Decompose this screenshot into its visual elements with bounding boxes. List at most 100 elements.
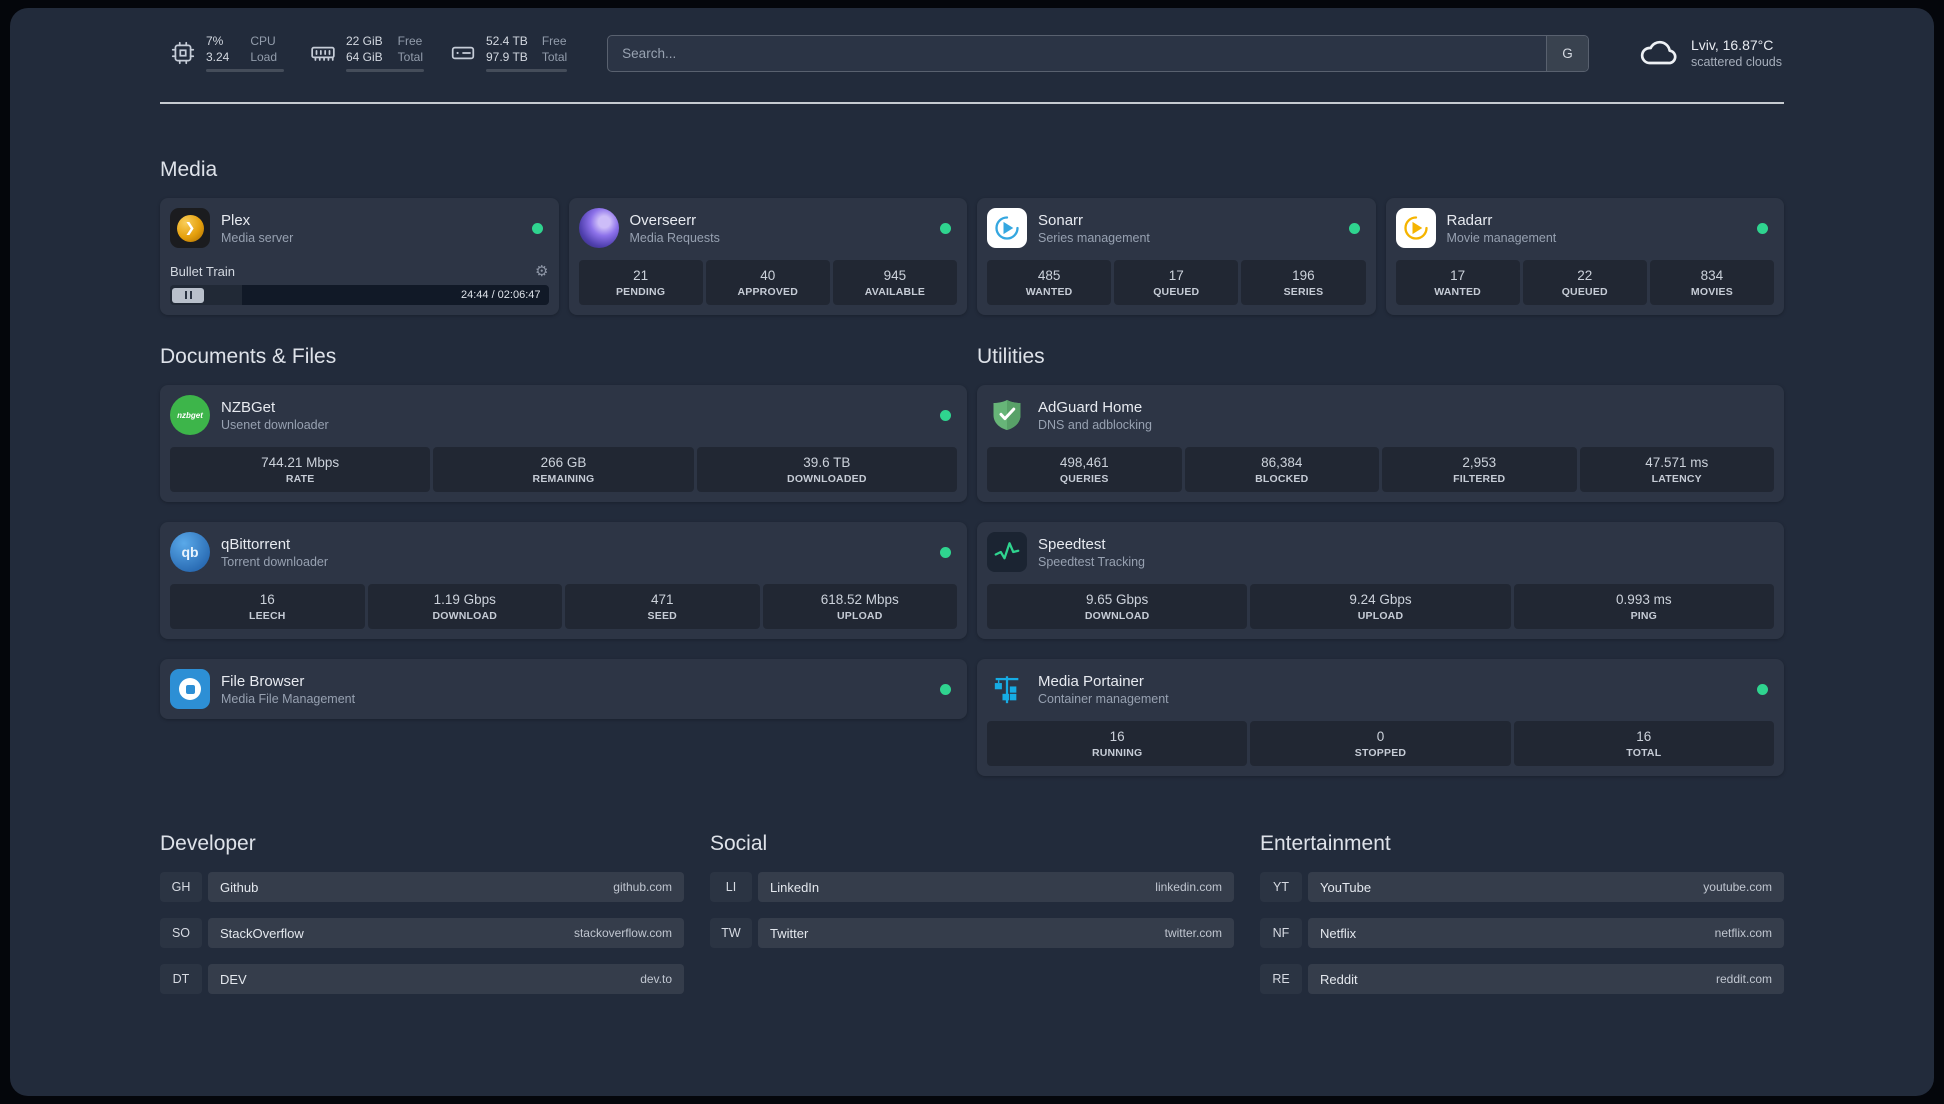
cpu-label: CPU xyxy=(250,34,276,49)
gear-icon[interactable]: ⚙ xyxy=(535,263,549,280)
stat-block: 0 STOPPED xyxy=(1250,721,1511,766)
stat-label: PENDING xyxy=(615,286,666,298)
status-dot xyxy=(1348,222,1360,234)
stat-value: 266 GB xyxy=(540,455,587,470)
stat-label: QUEUED xyxy=(1153,286,1200,298)
stat-value: 39.6 TB xyxy=(803,455,851,470)
service-card-portainer: Media Portainer Container management 16 … xyxy=(977,659,1784,776)
service-card-plex: ❯ Plex Media server Bullet Train ⚙ xyxy=(160,198,559,315)
stat-label: TOTAL xyxy=(1626,747,1662,759)
service-name: NZBGet xyxy=(221,398,276,416)
now-playing-title: Bullet Train xyxy=(170,264,236,279)
service-link-radarr[interactable]: Radarr Movie management xyxy=(1395,208,1775,248)
bookmark-netflix[interactable]: NF Netflix netflix.com xyxy=(1260,918,1784,948)
stat-label: SERIES xyxy=(1283,286,1324,298)
service-description: Speedtest Tracking xyxy=(1038,554,1146,569)
status-dot xyxy=(940,409,951,421)
service-name: Radarr xyxy=(1446,211,1493,229)
bookmark-name: Twitter xyxy=(770,925,809,941)
bookmark-group-social: Social LI LinkedIn linkedin.com TW Twitt… xyxy=(710,832,1234,1010)
service-link-overseerr[interactable]: Overseerr Media Requests xyxy=(578,208,958,248)
section-title-social: Social xyxy=(710,832,768,855)
nzbget-icon: nzbget xyxy=(170,395,210,435)
section-utilities: Utilities AdGuard Home xyxy=(977,345,1784,776)
stat-label: LEECH xyxy=(248,610,286,622)
bookmark-abbr: GH xyxy=(160,872,202,902)
service-description: Torrent downloader xyxy=(221,554,329,569)
stat-value: 9.65 Gbps xyxy=(1086,592,1149,607)
service-card-qbittorrent: qb qBittorrent Torrent downloader 16 LEE… xyxy=(160,522,967,639)
bookmark-name: LinkedIn xyxy=(770,879,820,895)
stat-label: WANTED xyxy=(1025,286,1073,298)
service-link-portainer[interactable]: Media Portainer Container management xyxy=(987,669,1774,709)
section-documents: Documents & Files nzbget NZBGet Usenet d… xyxy=(160,345,967,719)
section-title-utilities: Utilities xyxy=(977,345,1045,368)
service-description: Media File Management xyxy=(221,691,356,706)
dashboard: 7% CPU 3.24 Load 22 GiB Free 6 xyxy=(10,8,1934,1096)
service-name: File Browser xyxy=(221,672,305,690)
search-provider-button[interactable]: G xyxy=(1545,35,1588,71)
section-title-developer: Developer xyxy=(160,832,256,855)
stat-value: 17 xyxy=(1168,268,1184,283)
bookmark-url: reddit.com xyxy=(1715,972,1772,986)
stat-value: 86,384 xyxy=(1261,455,1303,470)
cpu-load-label: Load xyxy=(250,50,278,64)
service-link-speedtest[interactable]: Speedtest Speedtest Tracking xyxy=(987,532,1774,572)
stat-block: 834 MOVIES xyxy=(1649,260,1775,305)
bookmark-name: DEV xyxy=(220,971,247,987)
bookmark-github[interactable]: GH Github github.com xyxy=(160,872,684,902)
bookmark-dev[interactable]: DT DEV dev.to xyxy=(160,964,684,994)
service-card-filebrowser: File Browser Media File Management xyxy=(160,659,967,719)
stat-label: APPROVED xyxy=(737,286,799,298)
stat-value: 16 xyxy=(259,592,275,607)
status-dot xyxy=(940,546,951,558)
stat-label: SEED xyxy=(647,610,677,622)
status-dot xyxy=(1757,222,1768,234)
bookmark-abbr: TW xyxy=(710,918,752,948)
bookmark-url: dev.to xyxy=(640,972,672,986)
stat-block: 744.21 Mbps RATE xyxy=(170,447,431,492)
stat-value: 834 xyxy=(1700,268,1724,283)
pause-button[interactable] xyxy=(172,287,204,303)
playback-progress-bar[interactable]: 24:44 / 02:06:47 xyxy=(170,285,549,305)
service-link-qbittorrent[interactable]: qb qBittorrent Torrent downloader xyxy=(170,532,957,572)
service-link-nzbget[interactable]: nzbget NZBGet Usenet downloader xyxy=(170,395,957,435)
stat-block: 1.19 Gbps DOWNLOAD xyxy=(367,584,562,629)
bookmark-reddit[interactable]: RE Reddit reddit.com xyxy=(1260,964,1784,994)
stat-block: 39.6 TB DOWNLOADED xyxy=(696,447,957,492)
stat-block: 196 SERIES xyxy=(1241,260,1366,305)
search-input[interactable] xyxy=(608,35,1546,71)
stat-block: 16 RUNNING xyxy=(987,721,1248,766)
disk-total-label: Total xyxy=(541,50,568,64)
stat-value: 16 xyxy=(1636,729,1652,744)
bookmark-stackoverflow[interactable]: SO StackOverflow stackoverflow.com xyxy=(160,918,684,948)
status-dot xyxy=(531,222,543,234)
service-name: Plex xyxy=(221,211,251,229)
disk-free-value: 52.4 TB xyxy=(486,34,528,49)
stat-block: 0.993 ms PING xyxy=(1513,584,1774,629)
service-link-sonarr[interactable]: Sonarr Series management xyxy=(987,208,1366,248)
service-card-speedtest: Speedtest Speedtest Tracking 9.65 Gbps D… xyxy=(977,522,1784,639)
stat-label: UPLOAD xyxy=(836,610,883,622)
service-link-filebrowser[interactable]: File Browser Media File Management xyxy=(170,669,957,709)
bookmark-url: twitter.com xyxy=(1164,926,1222,940)
service-link-plex[interactable]: ❯ Plex Media server xyxy=(170,208,549,248)
service-description: Media Requests xyxy=(629,230,720,245)
stat-value: 22 xyxy=(1577,268,1593,283)
stat-label: FILTERED xyxy=(1453,473,1506,485)
bookmark-name: Github xyxy=(220,879,259,895)
cpu-value: 7% xyxy=(206,34,224,49)
weather-condition: scattered clouds xyxy=(1690,55,1782,69)
bookmark-youtube[interactable]: YT YouTube youtube.com xyxy=(1260,872,1784,902)
weather-location: Lviv, 16.87°C xyxy=(1690,37,1774,53)
stat-label: DOWNLOAD xyxy=(432,610,498,622)
disk-free-label: Free xyxy=(541,34,567,49)
service-link-adguard[interactable]: AdGuard Home DNS and adblocking xyxy=(987,395,1774,435)
bookmark-twitter[interactable]: TW Twitter twitter.com xyxy=(710,918,1234,948)
stat-label: WANTED xyxy=(1434,286,1481,298)
bookmark-url: linkedin.com xyxy=(1155,880,1222,894)
service-name: qBittorrent xyxy=(221,535,291,553)
stat-block: 945 AVAILABLE xyxy=(832,260,958,305)
bookmark-linkedin[interactable]: LI LinkedIn linkedin.com xyxy=(710,872,1234,902)
bookmark-group-entertainment: Entertainment YT YouTube youtube.com NF … xyxy=(1260,832,1784,1010)
